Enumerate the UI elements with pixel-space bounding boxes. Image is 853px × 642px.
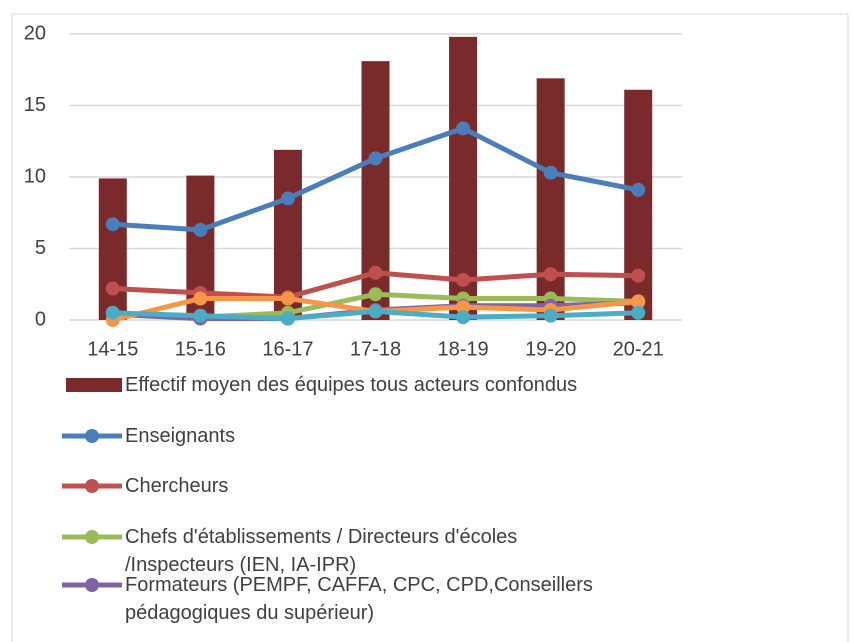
marker [105, 305, 120, 320]
legend-label: Chefs d'établissements / Directeurs d'éc… [125, 526, 518, 576]
marker [280, 191, 295, 206]
bar [449, 36, 478, 321]
y-tick-label: 10 [24, 165, 46, 187]
legend-marker [85, 578, 99, 592]
legend-key [62, 429, 122, 443]
legend-label: Effectif moyen des équipes tous acteurs … [125, 374, 578, 396]
bar [98, 178, 127, 320]
marker [631, 294, 646, 309]
marker [456, 121, 471, 136]
marker [280, 291, 295, 306]
marker [105, 217, 120, 232]
y-tick-label: 15 [24, 94, 46, 116]
marker [193, 222, 208, 237]
marker [631, 268, 646, 283]
legend-key [62, 530, 122, 544]
legend-entry: Enseignants [62, 422, 235, 450]
marker [193, 308, 208, 323]
marker [543, 308, 558, 323]
x-tick-label: 15-16 [175, 338, 226, 360]
x-tick-label: 14-15 [87, 338, 138, 360]
legend-entry: Chercheurs [62, 472, 228, 500]
x-tick-label: 17-18 [350, 338, 401, 360]
y-tick-label: 20 [24, 22, 46, 44]
marker [368, 304, 383, 319]
marker [456, 310, 471, 325]
legend-swatch [66, 378, 122, 392]
marker [368, 151, 383, 166]
legend-key [62, 578, 122, 592]
x-tick-label: 16-17 [262, 338, 313, 360]
legend-key [62, 479, 122, 493]
legend-key [66, 378, 122, 392]
marker [368, 287, 383, 302]
bar [361, 61, 390, 321]
marker [631, 305, 646, 320]
bar [624, 89, 653, 321]
marker [543, 267, 558, 282]
y-tick-label: 5 [35, 237, 46, 259]
x-tick-label: 19-20 [525, 338, 576, 360]
legend-marker [85, 479, 99, 493]
x-tick-label: 18-19 [437, 338, 488, 360]
marker [280, 311, 295, 326]
legend-entry: Chefs d'établissements / Directeurs d'éc… [62, 523, 517, 579]
x-tick-label: 20-21 [613, 338, 664, 360]
legend-label: Chercheurs [125, 475, 229, 497]
marker [368, 265, 383, 280]
marker [456, 272, 471, 287]
legend-label: Formateurs (PEMPF, CAFFA, CPC, CPD,Conse… [125, 574, 593, 624]
marker [456, 300, 471, 315]
bar [536, 78, 565, 320]
legend-entry: Formateurs (PEMPF, CAFFA, CPC, CPD,Conse… [62, 571, 593, 627]
marker [193, 291, 208, 306]
marker [631, 182, 646, 197]
legend-label: Enseignants [125, 425, 236, 447]
legend-entry: Effectif moyen des équipes tous acteurs … [62, 371, 577, 399]
legend-marker [85, 429, 99, 443]
legend-marker [85, 530, 99, 544]
marker [543, 165, 558, 180]
marker [105, 281, 120, 296]
y-tick-label: 0 [35, 308, 46, 330]
chart-frame [11, 13, 849, 642]
